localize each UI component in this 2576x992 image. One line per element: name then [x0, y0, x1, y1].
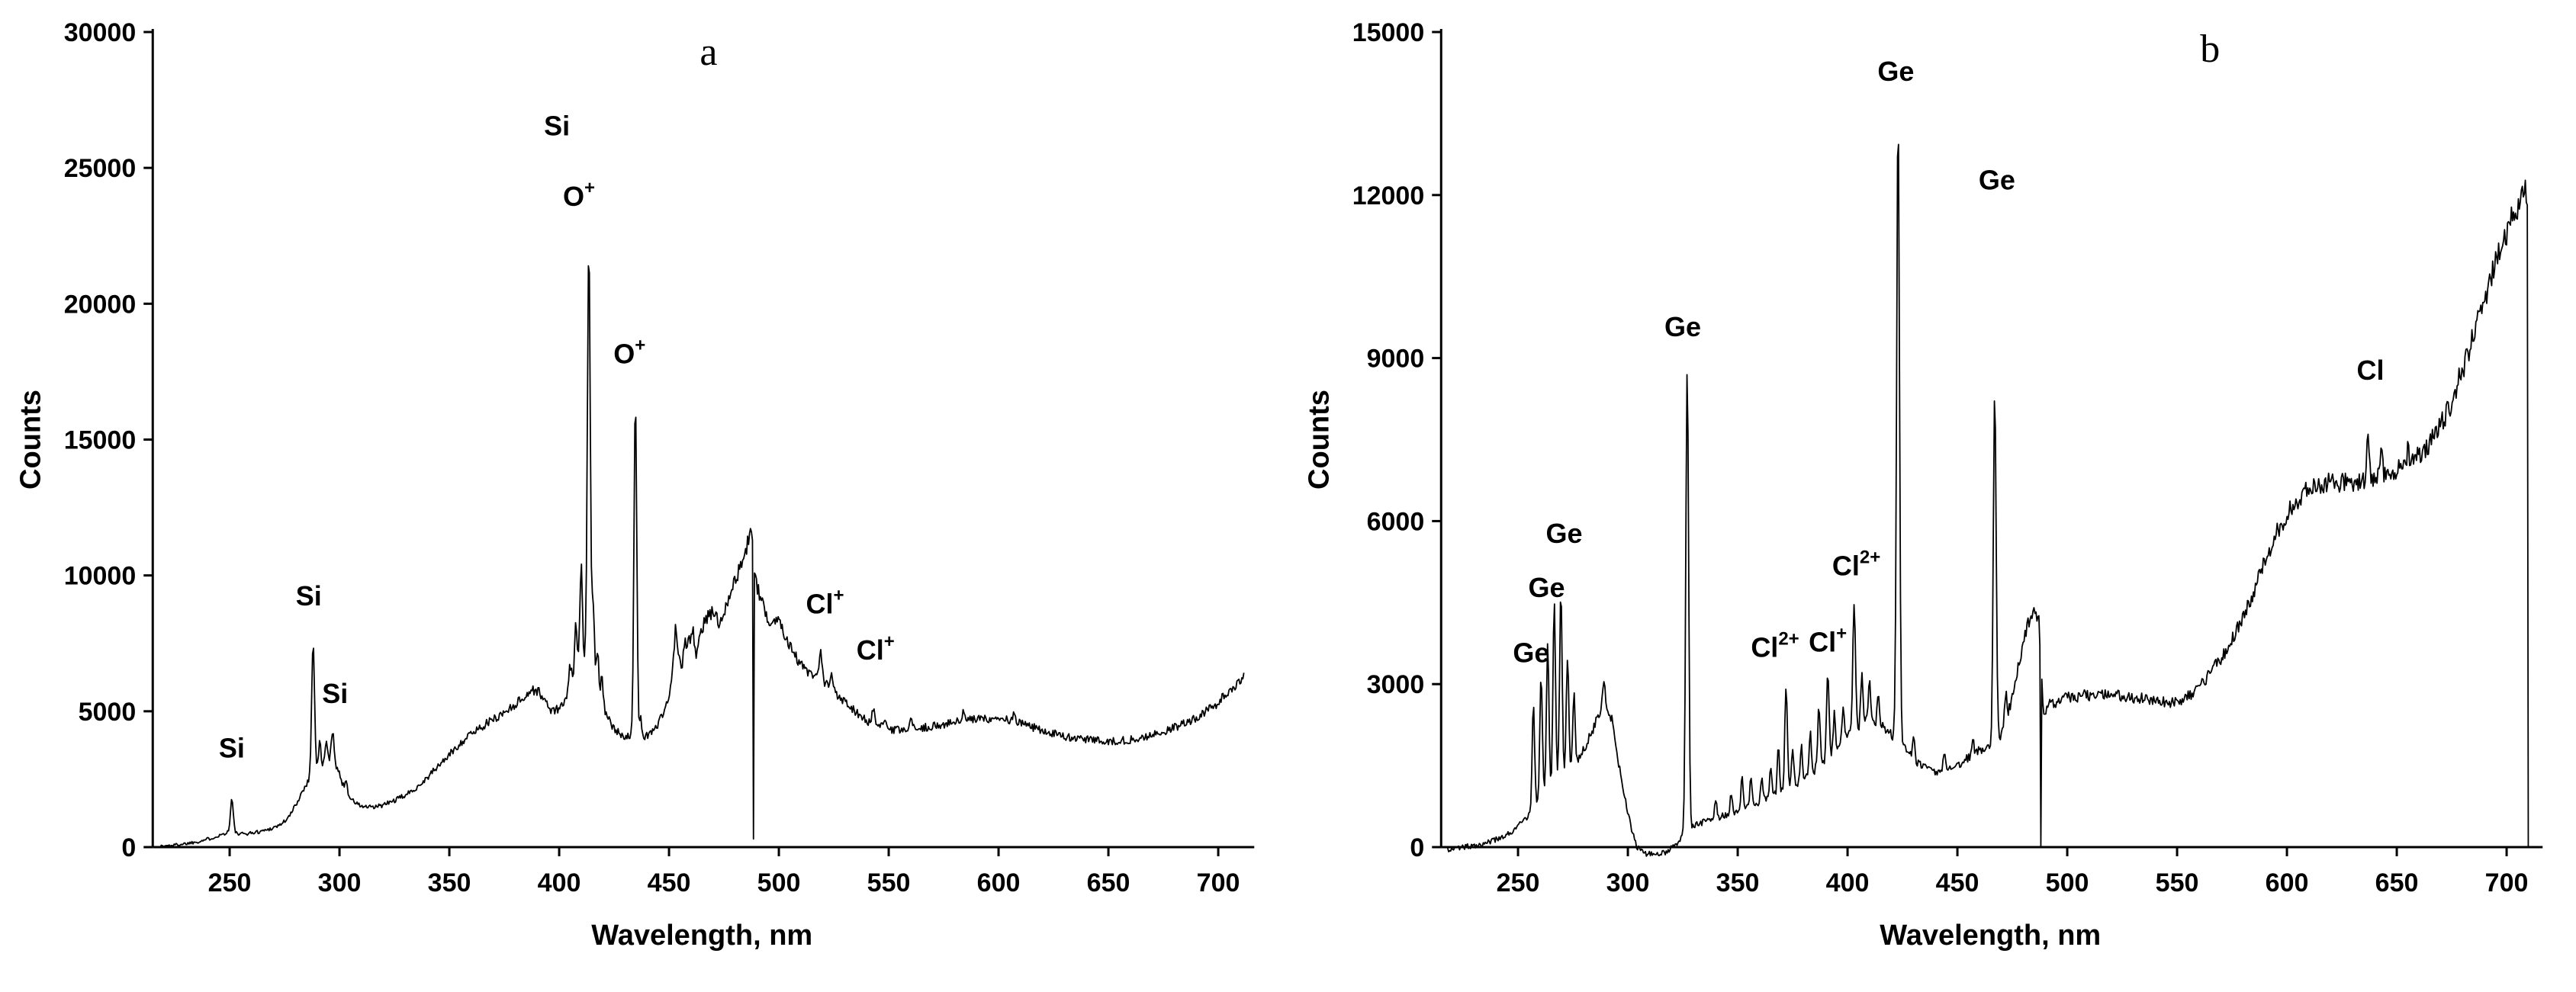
peak-label: Ge — [1978, 165, 2015, 196]
y-tick-label: 30000 — [64, 18, 137, 47]
x-tick-label: 700 — [2484, 868, 2528, 897]
spectrum-panel-a: 250 300 350 400 450 500 550 600 650 700 0 5000 10000… — [14, 18, 1255, 952]
y-tick-label: 25000 — [64, 154, 137, 183]
axes — [143, 29, 1255, 856]
x-tick-label: 250 — [208, 868, 252, 897]
y-axis-title: Counts — [14, 390, 47, 490]
peak-label: Si — [544, 110, 570, 141]
x-tick-label: 300 — [318, 868, 362, 897]
x-tick-label: 650 — [1087, 868, 1130, 897]
x-tick-label: 300 — [1606, 868, 1649, 897]
x-tick-label: 500 — [757, 868, 801, 897]
peak-label: Si — [322, 678, 348, 709]
y-tick-label: 5000 — [79, 698, 137, 727]
x-tick-label: 400 — [1825, 868, 1869, 897]
x-tick-label: 350 — [428, 868, 471, 897]
spectrum-chart-a: 250 300 350 400 450 500 550 600 650 700 0 5000 10000… — [14, 18, 1255, 952]
panel-letter-a: a — [699, 30, 717, 74]
peak-label: Cl2+ — [1751, 629, 1799, 663]
peak-label: Cl2+ — [1832, 547, 1880, 582]
peak-label: Si — [219, 732, 245, 763]
peak-label: Cl — [2356, 355, 2384, 386]
y-tick-label: 10000 — [64, 562, 137, 591]
y-tick-label: 6000 — [1366, 507, 1424, 536]
y-tick-label: 9000 — [1366, 345, 1424, 374]
peak-label: Ge — [1664, 311, 1701, 342]
peak-label: Ge — [1528, 572, 1565, 603]
y-tick-label: 0 — [121, 833, 136, 862]
x-axis-title: Wavelength, nm — [591, 920, 812, 952]
x-tick-label: 250 — [1496, 868, 1539, 897]
peak-label: O+ — [563, 178, 595, 212]
peak-label: Si — [296, 580, 322, 612]
y-tick-label: 15000 — [64, 426, 137, 455]
axes — [1431, 29, 2542, 856]
peak-label: Cl+ — [806, 586, 844, 620]
x-tick-label: 400 — [538, 868, 581, 897]
y-tick-label: 3000 — [1366, 670, 1424, 699]
peak-label: Cl+ — [857, 631, 895, 666]
peak-label: Cl+ — [1809, 623, 1847, 657]
peak-label: O+ — [613, 335, 645, 370]
peak-label: Ge — [1545, 518, 1582, 549]
x-tick-label: 600 — [2265, 868, 2308, 897]
x-tick-label: 700 — [1197, 868, 1240, 897]
spectrum-chart-b: 250 300 350 400 450 500 550 600 650 700 0 3000 6000 9… — [1303, 18, 2542, 952]
y-tick-label: 20000 — [64, 290, 137, 319]
y-tick-label: 0 — [1410, 833, 1424, 862]
y-tick-label: 15000 — [1352, 18, 1424, 47]
x-tick-label: 450 — [1935, 868, 1979, 897]
y-tick-label: 12000 — [1352, 181, 1424, 210]
spectrum-panel-b: 250 300 350 400 450 500 550 600 650 700 0 3000 6000 9… — [1288, 0, 2576, 992]
x-axis-title: Wavelength, nm — [1880, 920, 2101, 952]
peak-label: Ge — [1877, 56, 1914, 87]
x-tick-label: 450 — [648, 868, 691, 897]
y-axis-title: Counts — [1303, 390, 1335, 490]
spectrum-series-b — [1446, 143, 2529, 857]
peak-label: Ge — [1513, 637, 1549, 669]
x-tick-label: 350 — [1716, 868, 1759, 897]
x-tick-label: 550 — [2155, 868, 2198, 897]
x-tick-label: 600 — [977, 868, 1021, 897]
spectrum-series-a — [159, 265, 1245, 848]
x-tick-label: 500 — [2045, 868, 2089, 897]
panel-letter-b: b — [2200, 27, 2220, 71]
x-tick-label: 550 — [867, 868, 911, 897]
x-tick-label: 650 — [2375, 868, 2418, 897]
